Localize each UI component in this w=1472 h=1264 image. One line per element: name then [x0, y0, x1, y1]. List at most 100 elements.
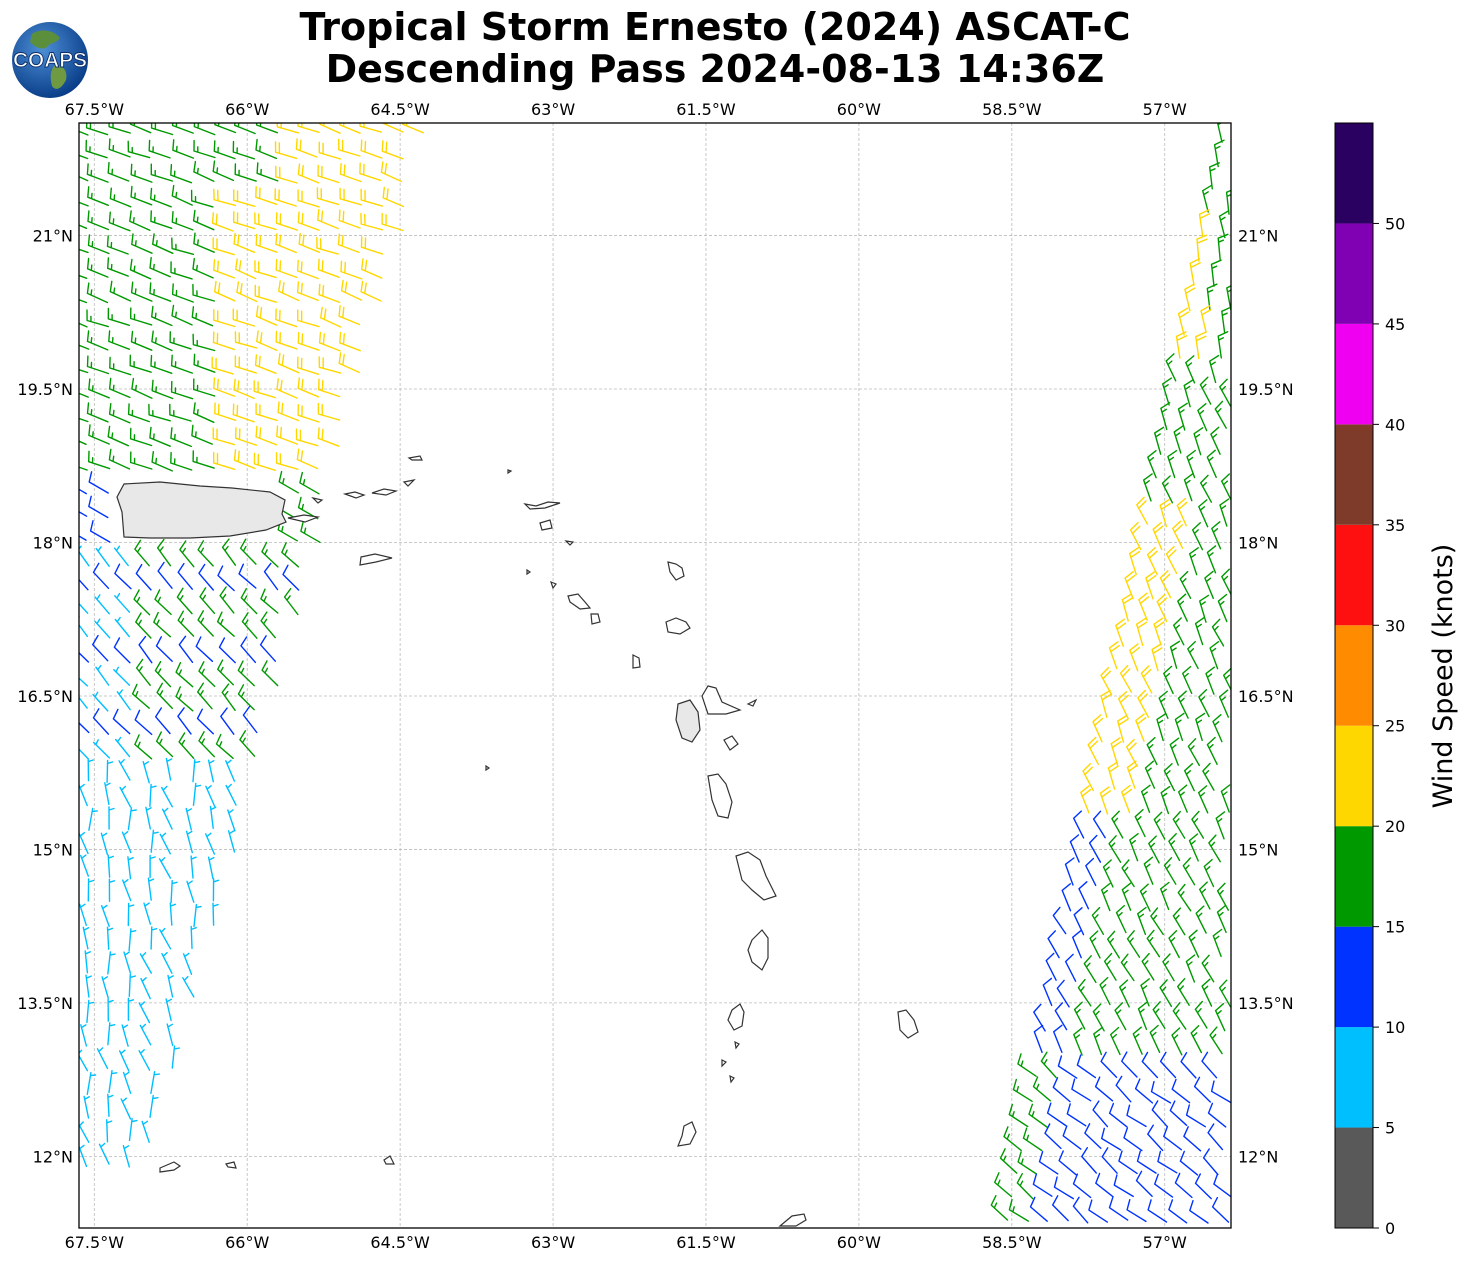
wind-barb: [1180, 1052, 1197, 1079]
wind-barb: [119, 1049, 130, 1072]
wind-barb: [151, 379, 174, 400]
wind-barb: [79, 176, 89, 182]
wind-barb: [1206, 736, 1218, 765]
wind-barb: [79, 1121, 90, 1143]
lon-tick-bottom-1: 66°W: [225, 1233, 269, 1252]
wind-barb: [161, 785, 173, 808]
wind-barb: [1146, 736, 1158, 766]
wind-barb: [1210, 1080, 1231, 1104]
wind-barb: [106, 235, 129, 255]
wind-barb: [149, 282, 172, 302]
wind-barb: [238, 563, 257, 589]
wind-barb: [1184, 283, 1196, 312]
wind-barb: [1195, 331, 1207, 360]
wind-barb: [109, 187, 132, 208]
grenadines-1: [734, 1040, 740, 1050]
wind-barb: [240, 588, 258, 615]
wind-barb: [1108, 1102, 1128, 1128]
wind-barb: [234, 355, 257, 374]
wind-barb: [1195, 712, 1206, 741]
lon-tick-bottom-5: 60°W: [837, 1233, 881, 1252]
wind-barb: [1177, 978, 1190, 1006]
lat-tick-right-4: 15°N: [1238, 840, 1278, 859]
wind-barb: [297, 309, 320, 328]
wind-barb: [98, 1142, 110, 1165]
wind-barb: [1165, 545, 1178, 575]
globe-logo-icon: COAPS: [12, 22, 88, 98]
nevis-island: [590, 613, 601, 625]
wind-barb: [185, 807, 193, 831]
wind-barb: [79, 248, 89, 254]
wind-barb: [1137, 1001, 1148, 1030]
wind-barb: [107, 307, 130, 326]
wind-barb: [155, 731, 174, 758]
wind-barb: [1099, 976, 1111, 1006]
wind-barb: [95, 664, 110, 686]
wind-barb: [101, 904, 110, 928]
wind-barb: [1114, 1002, 1127, 1031]
wind-barb: [79, 616, 88, 637]
wind-barb: [129, 354, 152, 373]
wind-barb: [79, 688, 88, 709]
wind-barb: [131, 377, 153, 399]
lat-tick-left-4: 15°N: [33, 840, 73, 859]
wind-barb: [233, 449, 256, 470]
wind-barb: [1045, 952, 1057, 981]
wind-barb: [1073, 810, 1085, 839]
wind-barb: [170, 164, 193, 184]
wind-barb: [1171, 1078, 1191, 1104]
wind-barb: [1053, 1024, 1063, 1053]
wind-barb: [131, 683, 150, 709]
wind-barb: [115, 736, 131, 758]
colorbar-tick-4: 20: [1385, 817, 1405, 836]
wind-barb: [79, 602, 89, 614]
wind-barb: [1113, 1174, 1134, 1198]
wind-barb: [1052, 1077, 1071, 1103]
wind-barb: [318, 283, 341, 304]
wind-barb: [107, 854, 114, 878]
wind-barb: [106, 1119, 113, 1143]
wind-barb: [107, 1093, 114, 1117]
wind-barb: [127, 997, 135, 1021]
wind-barb: [1126, 930, 1141, 958]
wind-barb: [1107, 930, 1120, 959]
lat-tick-right-2: 18°N: [1238, 533, 1278, 552]
guadeloupe-west: [675, 699, 701, 743]
wind-barb: [1206, 449, 1217, 478]
lat-tick-left-3: 16.5°N: [17, 687, 73, 706]
wind-barb: [1183, 1126, 1202, 1152]
wind-barb: [1121, 593, 1133, 622]
wind-barb: [283, 587, 299, 616]
wind-barb: [1162, 377, 1173, 406]
wind-barb: [1115, 1075, 1132, 1103]
wind-barb: [276, 123, 300, 134]
map-title-line-2: Descending Pass 2024-08-13 14:36Z: [325, 47, 1105, 91]
martinique-island: [735, 851, 777, 901]
wind-barb: [150, 123, 174, 136]
wind-barb: [79, 154, 89, 160]
wind-barb: [108, 138, 131, 158]
lon-tick-bottom-7: 57°W: [1143, 1233, 1187, 1252]
wind-barb: [1118, 1150, 1138, 1175]
wind-barb: [1217, 593, 1228, 623]
wind-barb: [1056, 979, 1070, 1008]
wind-barb: [79, 1049, 89, 1072]
vieques-island: [287, 514, 321, 523]
wind-barb: [1103, 952, 1117, 981]
wind-barb: [79, 1144, 88, 1168]
lon-tick-top-2: 64.5°W: [370, 100, 430, 119]
wind-barb: [1141, 784, 1151, 813]
wind-barb: [79, 417, 89, 423]
wind-barb: [1145, 571, 1157, 600]
antigua-island: [665, 617, 691, 635]
wind-barb: [153, 611, 171, 638]
wind-barb: [1173, 425, 1184, 454]
wind-barb: [83, 1095, 90, 1119]
wind-barb: [118, 759, 131, 781]
wind-barb: [1153, 617, 1165, 646]
wind-barb: [1161, 475, 1174, 504]
aves-island: [485, 764, 491, 772]
wind-barb: [1218, 689, 1229, 718]
wind-barb: [297, 123, 320, 133]
lon-tick-top-7: 57°W: [1143, 100, 1187, 119]
